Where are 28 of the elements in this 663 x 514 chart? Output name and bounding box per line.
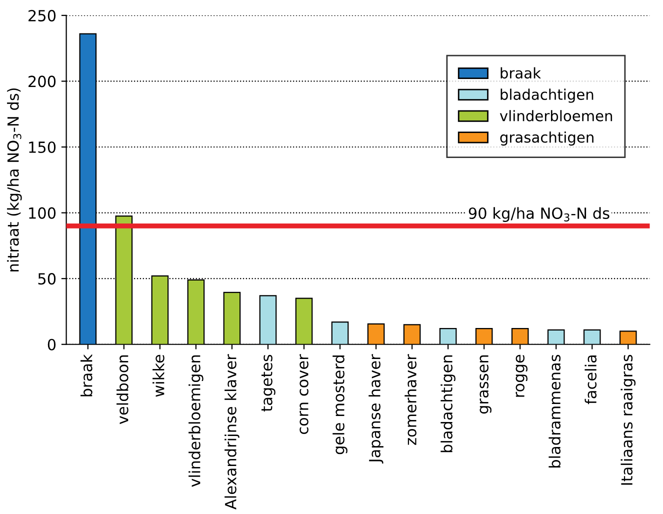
x-tick-label: veldboon: [116, 355, 128, 424]
x-tick-label: vlinderbloemigen: [188, 355, 204, 487]
x-tick-label: corn cover: [300, 354, 308, 434]
y-tick-label: 0: [48, 338, 56, 350]
legend-label: bladachtigen: [500, 88, 594, 103]
x-tick-label: Japanse haver: [368, 354, 384, 464]
x-tick-label: rogge: [516, 354, 528, 397]
legend-label: grasachtigen: [500, 131, 594, 146]
y-tick-label: 200: [28, 76, 56, 88]
x-tick-label: grassen: [480, 355, 492, 414]
x-tick-label: gele mosterd: [332, 355, 348, 454]
x-tick-label: wikke: [152, 354, 164, 397]
y-tick-label: 150: [29, 141, 56, 154]
x-tick-label: braak: [80, 354, 92, 396]
x-tick-label: tagetes: [261, 354, 276, 412]
y-tick-label: 50: [38, 273, 56, 285]
y-axis-title: nitraat (kg/ha NO$_{3}$-N ds): [7, 88, 22, 272]
legend-label: braak: [500, 67, 541, 79]
x-tick-label: Italiaans raaigras: [620, 354, 636, 485]
x-tick-label: bladachtigen: [440, 355, 456, 452]
x-tick-label: zomerhaver: [404, 354, 416, 445]
x-tick-label: Alexandrijnse klaver: [224, 354, 240, 510]
ref-line-label: 90 kg/ha NO$_{3}$-N ds: [468, 207, 610, 222]
x-tick-label: bladrammenas: [548, 354, 561, 468]
y-tick-label: 250: [28, 10, 56, 22]
x-tick-label: facelia: [584, 355, 597, 404]
y-tick-label: 100: [29, 207, 56, 219]
legend-label: vlinderbloemen: [500, 110, 612, 122]
